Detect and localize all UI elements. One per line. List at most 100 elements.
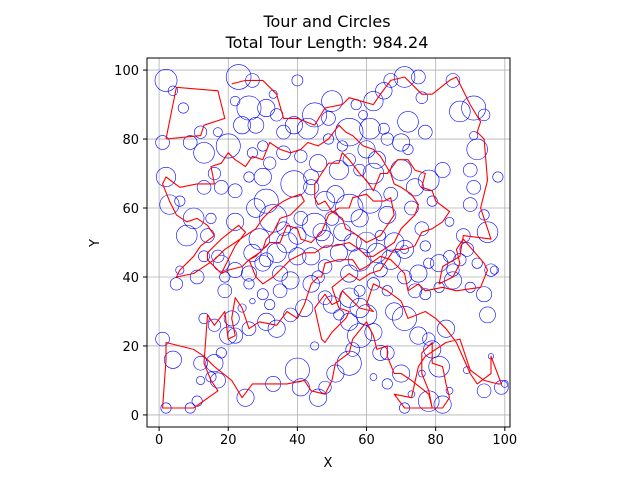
circle-marker [358,110,368,120]
circle-marker [196,375,206,385]
circle-marker [167,85,179,96]
circle-marker [380,249,401,270]
circle-marker [434,162,451,178]
y-tick-label: 60 [122,202,139,217]
circle-marker [155,331,170,347]
circle-marker [449,100,471,123]
circle-marker [489,265,499,275]
circle-marker [321,90,343,112]
circle-marker [317,259,333,274]
circle-marker [207,167,221,181]
circle-marker [444,271,462,290]
circle-marker [484,263,498,277]
circle-marker [243,171,255,183]
y-tick-label: 80 [122,133,139,148]
circle-marker [456,228,471,243]
circle-marker [373,262,388,278]
circle-marker [377,122,390,135]
circle-marker [463,197,478,212]
circle-marker [311,270,325,284]
circle-marker [249,298,256,305]
circle-marker [205,371,217,383]
circle-marker [463,162,478,178]
circle-marker [353,163,366,177]
circle-marker [257,312,276,331]
circle-marker [466,138,488,161]
circle-marker [461,95,487,121]
circle-marker [419,288,432,301]
circle-marker [321,111,336,126]
circle-marker [205,354,224,373]
circle-marker [291,74,304,87]
x-tick-label: 0 [155,433,163,448]
circle-marker [402,143,414,155]
circle-marker [343,233,362,252]
circle-marker [445,387,454,395]
circle-marker [215,133,241,159]
circle-marker [355,231,378,254]
circle-marker [392,305,417,331]
y-tick-label: 100 [114,64,139,79]
circle-marker [194,125,208,139]
circle-marker [335,193,364,223]
circle-marker [476,383,492,399]
circle-marker [428,355,450,378]
circle-marker [217,283,233,298]
circle-marker [253,188,279,214]
circle-marker [248,228,271,250]
circle-marker [404,200,419,216]
circle-marker [323,133,334,145]
circle-marker [369,373,378,381]
circle-marker [211,249,225,263]
chart-title: Tour and Circles [262,12,390,31]
circle-marker [233,116,252,135]
circle-marker [215,347,227,359]
circle-marker [409,264,428,283]
circle-marker [464,281,476,293]
circle-marker [366,277,380,291]
circle-marker [213,127,223,137]
circle-marker [445,73,461,88]
circle-marker [466,180,481,195]
circle-marker [177,102,189,114]
circle-marker [302,275,320,293]
circle-marker [323,295,341,314]
circle-marker [243,278,255,290]
circle-marker [230,95,241,107]
circle-marker [317,290,333,305]
circle-marker [409,326,428,345]
circle-marker [374,230,386,242]
circle-marker [345,342,360,357]
circle-marker [423,257,435,269]
circle-marker [294,149,308,163]
y-axis-label: Y [88,239,103,248]
circle-marker [347,323,373,349]
circle-marker [397,111,419,133]
circle-marker [315,191,336,212]
circle-marker [326,185,345,204]
circle-marker [310,341,320,351]
circle-marker [364,323,383,342]
circle-marker [159,194,180,215]
circle-marker [328,160,349,181]
series-group [154,64,509,414]
circle-marker [335,118,364,147]
circle-marker [302,247,321,266]
circle-marker [381,378,393,390]
circle-marker [309,154,328,173]
circle-marker [241,321,257,336]
circle-marker [254,254,272,272]
circle-marker [295,299,314,317]
circle-marker [303,179,320,196]
x-tick-label: 20 [220,433,237,448]
circle-marker [256,288,269,301]
circle-marker [383,73,398,88]
circle-marker [418,169,440,192]
circle-marker [183,207,205,230]
x-tick-label: 40 [289,433,306,448]
circle-marker [419,240,431,252]
circle-marker [478,209,490,221]
circle-marker [378,205,397,224]
circle-marker [246,147,258,159]
